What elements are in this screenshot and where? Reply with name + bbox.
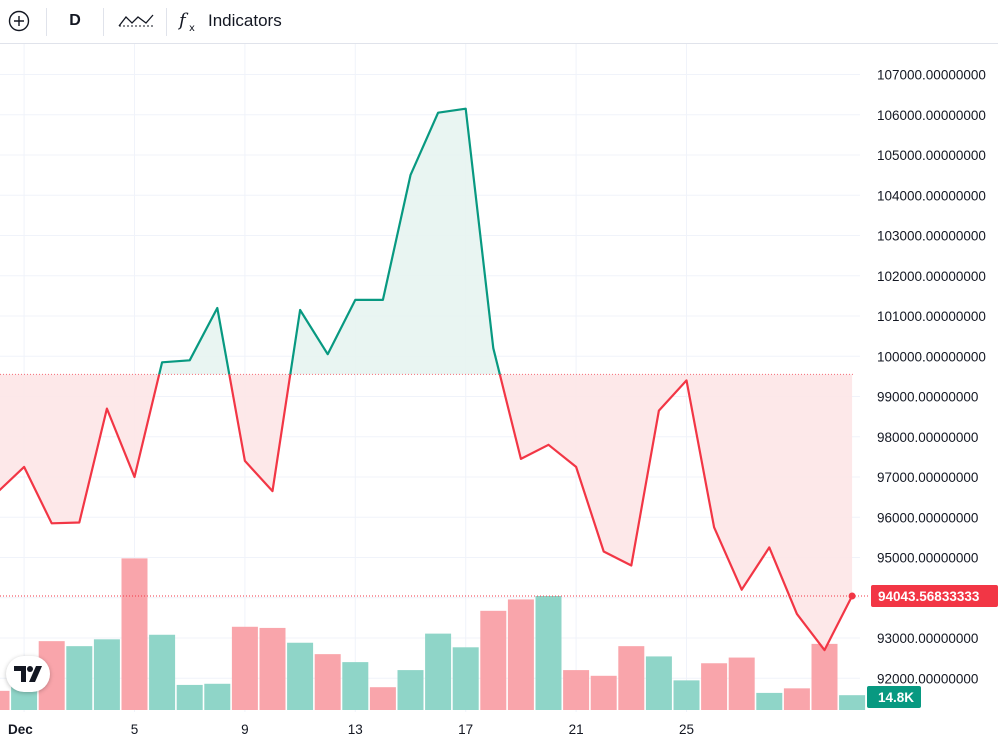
indicators-label: Indicators — [208, 11, 282, 30]
time-axis-label: 25 — [679, 722, 694, 737]
svg-text:x: x — [189, 23, 195, 33]
last-price-point — [848, 592, 856, 600]
volume-bar — [507, 599, 534, 710]
time-axis-label: 13 — [348, 722, 363, 737]
price-line-down — [0, 374, 854, 652]
volume-bar — [342, 662, 369, 710]
price-line — [0, 107, 854, 652]
price-axis-label: 99000.00000000 — [877, 390, 978, 405]
price-axis-label: 98000.00000000 — [877, 430, 978, 445]
price-axis-label: 106000.00000000 — [877, 108, 986, 123]
indicators-button[interactable]: f x Indicators — [178, 6, 298, 36]
volume-bar — [121, 558, 148, 710]
add-symbol-button[interactable] — [4, 6, 34, 36]
volume-bar — [673, 680, 700, 710]
volume-bar — [701, 663, 728, 710]
svg-text:f: f — [178, 10, 189, 31]
volume-bar — [259, 627, 286, 710]
volume-bar — [231, 626, 258, 710]
volume-tag-bg — [867, 686, 921, 708]
volume-bar — [811, 643, 838, 710]
volume-bar — [0, 690, 10, 710]
time-axis[interactable]: Dec 5 9 13 17 21 25 — [8, 722, 694, 737]
toolbar-separator — [166, 8, 167, 36]
baseline-fill — [0, 108, 853, 651]
volume-bars — [0, 558, 866, 710]
volume-bar — [314, 654, 341, 710]
price-axis-label: 96000.00000000 — [877, 510, 978, 525]
last-price-tag-text: 94043.56833333 — [878, 589, 980, 604]
price-chart[interactable]: 92000.0000000093000.0000000094000.000000… — [0, 44, 998, 740]
tradingview-logo-icon — [14, 666, 42, 682]
toolbar-separator — [46, 8, 47, 36]
price-axis-label: 100000.00000000 — [877, 349, 986, 364]
price-axis-label: 105000.00000000 — [877, 148, 986, 163]
volume-bar — [452, 647, 479, 710]
volume-tag: 14.8K — [867, 686, 921, 708]
volume-bar — [783, 688, 810, 710]
time-axis-label: 17 — [458, 722, 473, 737]
volume-bar — [728, 657, 755, 710]
function-fx-icon: f x — [178, 10, 195, 33]
time-axis-label: 5 — [131, 722, 139, 737]
volume-bar — [425, 633, 452, 710]
toolbar-separator — [103, 8, 104, 36]
volume-bar — [93, 639, 120, 710]
volume-bar — [535, 596, 562, 710]
price-axis[interactable]: 92000.0000000093000.0000000094000.000000… — [877, 68, 986, 687]
price-line-up — [158, 107, 501, 375]
price-axis-label: 104000.00000000 — [877, 188, 986, 203]
volume-bar — [618, 646, 645, 710]
volume-bar — [839, 695, 866, 710]
volume-bar — [287, 642, 314, 710]
price-axis-label: 97000.00000000 — [877, 470, 978, 485]
compare-button[interactable] — [114, 6, 158, 36]
time-axis-label: Dec — [8, 722, 33, 737]
time-axis-label: 9 — [241, 722, 249, 737]
tradingview-logo[interactable] — [6, 656, 50, 692]
last-price-tag-bg — [871, 584, 998, 607]
last-price-tag: 94043.56833333 — [871, 584, 998, 607]
volume-bar — [645, 656, 672, 710]
price-axis-label: 92000.00000000 — [877, 671, 978, 686]
chart-toolbar: D f x Indicators — [0, 0, 998, 44]
volume-tag-text: 14.8K — [878, 690, 914, 705]
volume-bar — [204, 683, 231, 710]
volume-bar — [369, 687, 396, 710]
price-axis-label: 95000.00000000 — [877, 551, 978, 566]
interval-label: D — [69, 12, 81, 29]
volume-bar — [397, 670, 424, 710]
volume-bar — [66, 646, 93, 710]
down-fill-area — [0, 374, 853, 651]
interval-button[interactable]: D — [60, 6, 90, 36]
volume-bar — [176, 684, 203, 710]
volume-bar — [756, 692, 783, 710]
compare-line-icon — [118, 14, 154, 27]
time-axis-label: 21 — [569, 722, 584, 737]
volume-bar — [149, 634, 176, 710]
volume-bar — [590, 675, 617, 710]
price-axis-label: 107000.00000000 — [877, 68, 986, 83]
price-axis-label: 93000.00000000 — [877, 631, 978, 646]
price-axis-label: 101000.00000000 — [877, 309, 986, 324]
volume-bar — [480, 610, 507, 710]
volume-bar — [563, 670, 590, 710]
up-fill-area — [0, 108, 853, 375]
add-circle-icon — [8, 10, 30, 32]
price-axis-label: 102000.00000000 — [877, 269, 986, 284]
price-axis-label: 103000.00000000 — [877, 229, 986, 244]
